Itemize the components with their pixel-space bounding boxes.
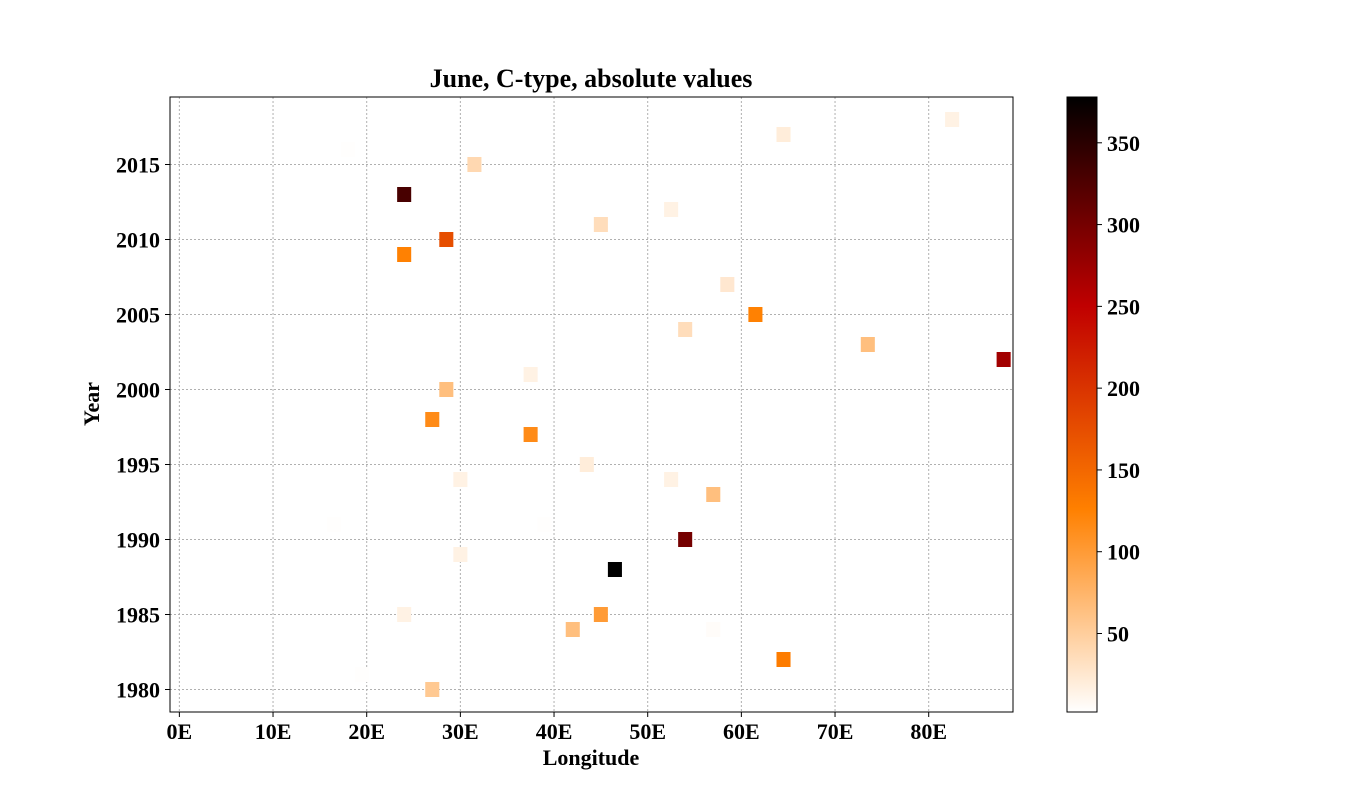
x-tick-label: 60E [723, 719, 760, 744]
heatmap-cell [467, 157, 482, 172]
y-tick-label: 2010 [116, 228, 160, 253]
heatmap-cell [593, 217, 608, 232]
colorbar-tick-label: 50 [1107, 621, 1129, 646]
colorbar-tick-label: 250 [1107, 294, 1140, 319]
y-axis-label: Year [79, 382, 104, 426]
heatmap-cell [523, 427, 538, 442]
plot-frame [169, 96, 1014, 713]
y-tick-label: 2005 [116, 303, 160, 328]
grid-lines [170, 97, 1013, 712]
heatmap-cell [340, 142, 355, 157]
heatmap-cell [664, 202, 679, 217]
x-tick-label: 70E [817, 719, 854, 744]
heatmap-cell [453, 547, 468, 562]
x-tick-label: 50E [629, 719, 666, 744]
heatmap-cell [945, 112, 960, 127]
heatmap-cell [776, 127, 791, 142]
x-axis-ticks: 0E 10E 20E 30E 40E 50E 60E 70E 80E [167, 712, 947, 744]
heatmap-cell [706, 622, 721, 637]
heatmap-cell [776, 652, 791, 667]
colorbar [1066, 96, 1098, 713]
x-tick-label: 30E [442, 719, 479, 744]
x-tick-label: 20E [348, 719, 385, 744]
heatmap-cell [720, 277, 735, 292]
heatmap-cell [425, 412, 440, 427]
colorbar-tick-label: 350 [1107, 131, 1140, 156]
heatmap-cell [607, 562, 622, 577]
heatmap-cell [706, 487, 721, 502]
heatmap-cell [397, 187, 412, 202]
heatmap-cell [537, 517, 552, 532]
heatmap-cell [748, 307, 763, 322]
y-tick-label: 1995 [116, 453, 160, 478]
heatmap-cell [439, 232, 454, 247]
x-tick-label: 40E [536, 719, 573, 744]
heatmap-cell [397, 607, 412, 622]
heatmap-cell [439, 382, 454, 397]
y-axis-ticks: 1980 1985 1990 1995 2000 2005 2010 2015 [116, 153, 170, 703]
data-cells [326, 112, 1011, 697]
x-tick-label: 0E [167, 719, 193, 744]
heatmap-cell [678, 322, 693, 337]
chart-title: June, C-type, absolute values [430, 64, 753, 93]
heatmap-cell [425, 682, 440, 697]
heatmap-cell [678, 532, 693, 547]
heatmap-cell [523, 367, 538, 382]
heatmap-cell [326, 517, 341, 532]
colorbar-tick-label: 100 [1107, 540, 1140, 565]
heatmap-cell [664, 472, 679, 487]
y-tick-label: 2000 [116, 378, 160, 403]
heatmap-cell [354, 667, 370, 682]
colorbar-tick-label: 300 [1107, 213, 1140, 238]
x-tick-label: 10E [255, 719, 292, 744]
heatmap-cell [593, 607, 608, 622]
heatmap-cell [860, 337, 875, 352]
y-tick-label: 1980 [116, 678, 160, 703]
x-axis-label: Longitude [543, 745, 640, 770]
colorbar-ticks: 50 100 150 200 250 300 350 [1097, 131, 1140, 646]
heatmap-cell [579, 457, 594, 472]
heatmap-cell [453, 472, 468, 487]
heatmap-cell [996, 352, 1011, 367]
colorbar-tick-label: 150 [1107, 458, 1140, 483]
y-tick-label: 1985 [116, 603, 160, 628]
y-tick-label: 2015 [116, 153, 160, 178]
heatmap-cell [397, 247, 412, 262]
colorbar-tick-label: 200 [1107, 376, 1140, 401]
heatmap-cell [565, 622, 580, 637]
x-tick-label: 80E [910, 719, 947, 744]
y-tick-label: 1990 [116, 528, 160, 553]
